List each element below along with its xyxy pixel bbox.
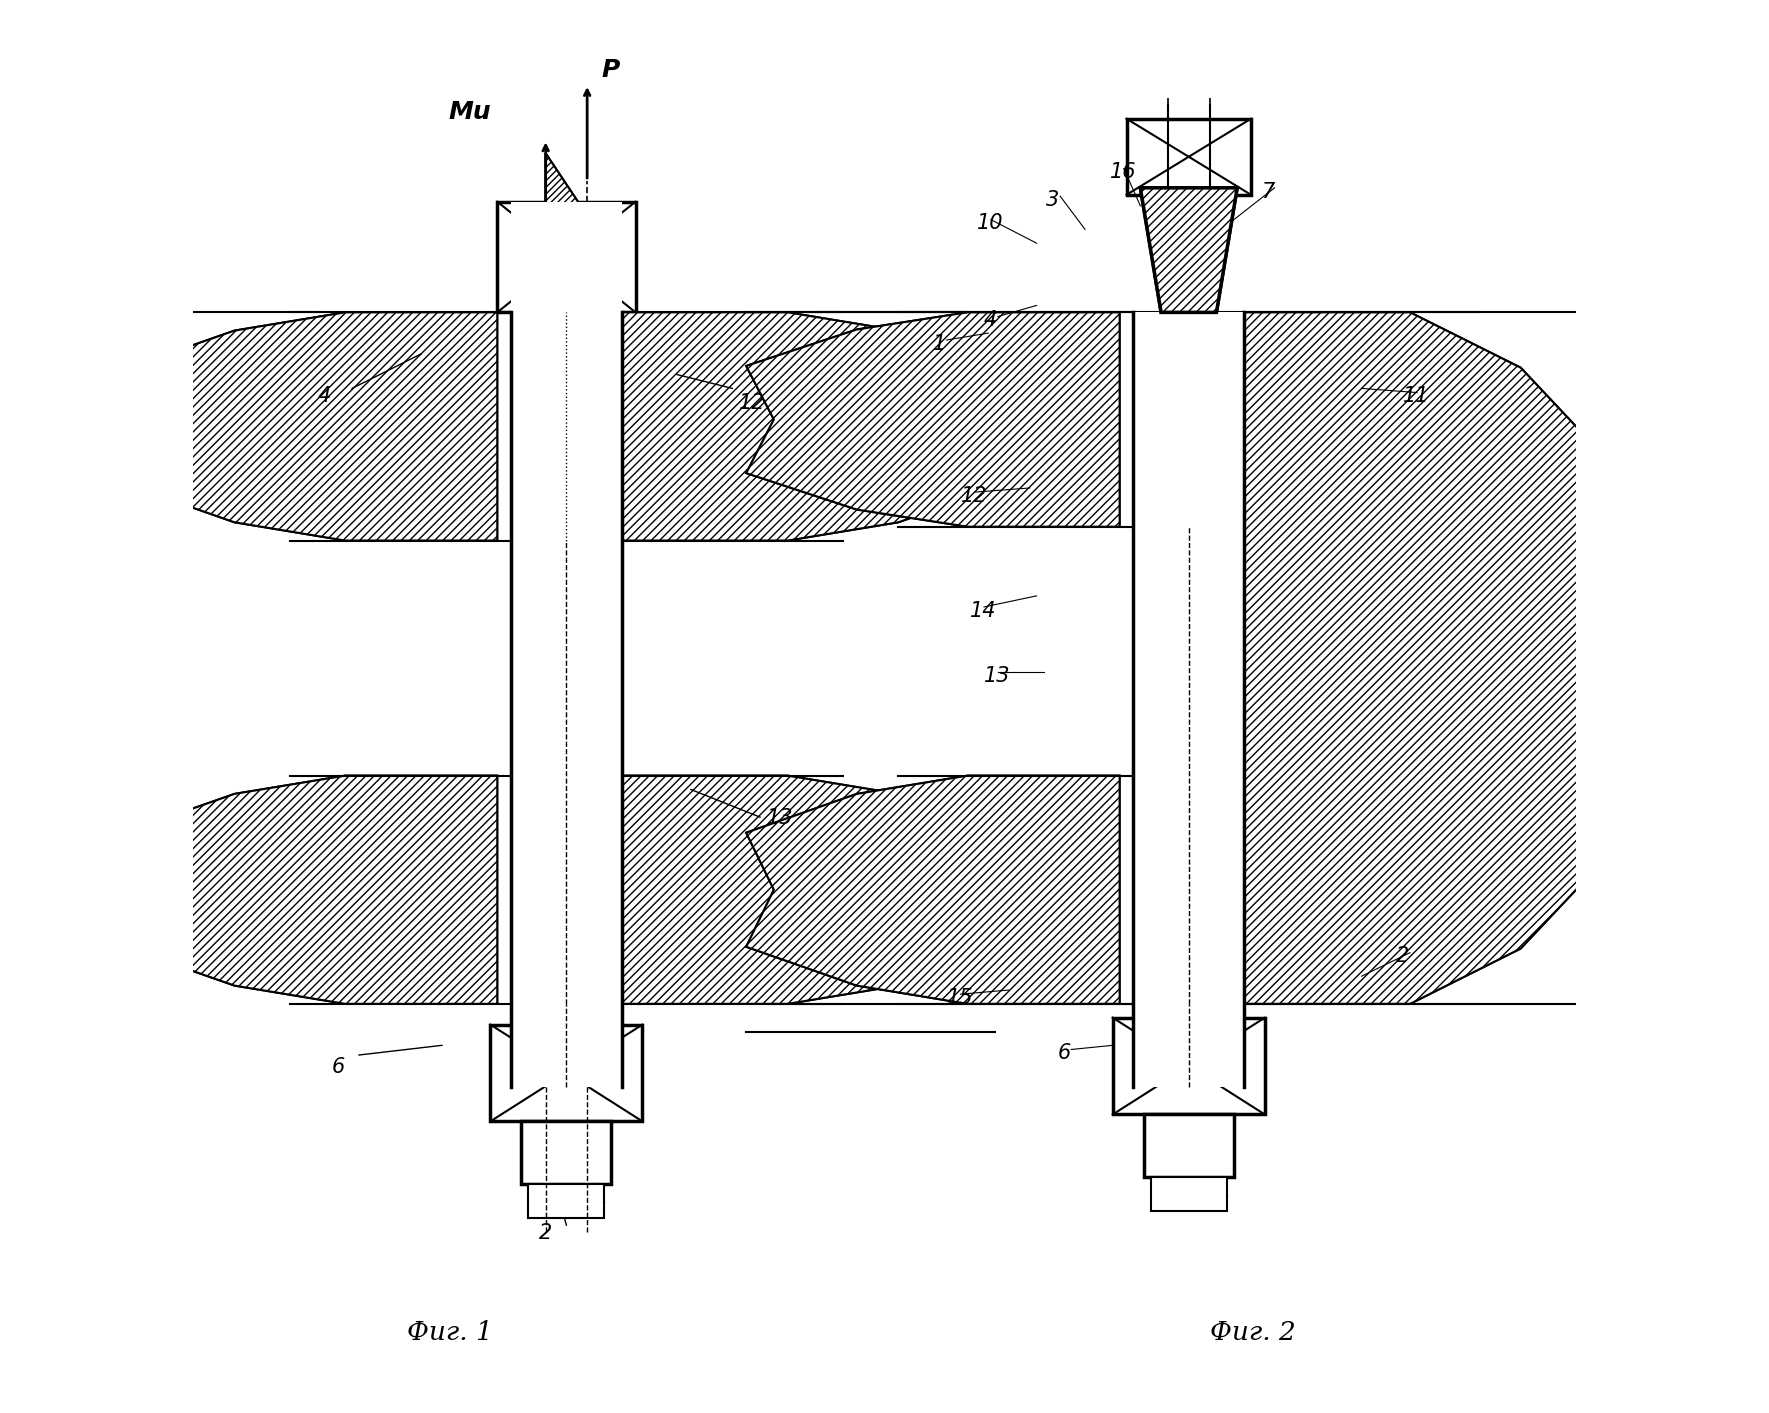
Text: Фиг. 1: Фиг. 1 — [407, 1320, 494, 1345]
Text: Фиг. 2: Фиг. 2 — [1210, 1320, 1295, 1345]
Text: 11: 11 — [1403, 386, 1429, 407]
Text: 13: 13 — [984, 666, 1010, 685]
Text: P: P — [601, 58, 619, 82]
Polygon shape — [124, 312, 497, 541]
Polygon shape — [124, 312, 497, 541]
Text: 13: 13 — [768, 808, 794, 828]
Text: 14: 14 — [969, 601, 996, 620]
Polygon shape — [621, 312, 1008, 541]
Polygon shape — [1244, 312, 1631, 1003]
Polygon shape — [621, 776, 1008, 1003]
Text: 10: 10 — [976, 213, 1003, 233]
Polygon shape — [1141, 188, 1237, 312]
Bar — [1145, 1115, 1233, 1177]
Bar — [529, 1184, 605, 1218]
Polygon shape — [747, 312, 1120, 527]
Polygon shape — [1113, 1017, 1265, 1115]
Polygon shape — [1127, 119, 1251, 195]
Text: 2: 2 — [540, 1224, 552, 1243]
Text: Mu: Mu — [449, 100, 492, 124]
Polygon shape — [621, 776, 1008, 1003]
Polygon shape — [545, 153, 587, 216]
Text: 2: 2 — [1396, 947, 1410, 966]
Bar — [522, 1122, 612, 1184]
Polygon shape — [747, 312, 1120, 527]
Text: 6: 6 — [331, 1057, 345, 1077]
Text: 12: 12 — [739, 393, 766, 413]
Text: 15: 15 — [946, 988, 973, 1007]
Bar — [511, 202, 621, 1087]
Polygon shape — [621, 312, 1008, 541]
Polygon shape — [747, 776, 1120, 1003]
Polygon shape — [1244, 312, 1631, 1003]
Polygon shape — [124, 776, 497, 1003]
Text: 3: 3 — [1045, 189, 1060, 211]
Polygon shape — [490, 1024, 642, 1122]
Text: 4: 4 — [317, 386, 331, 407]
Text: 1: 1 — [932, 333, 946, 353]
Polygon shape — [1141, 188, 1237, 312]
Bar — [1150, 1177, 1226, 1211]
Text: 16: 16 — [1109, 162, 1136, 182]
Text: 7: 7 — [1261, 181, 1274, 202]
Polygon shape — [497, 202, 635, 312]
Polygon shape — [545, 153, 587, 216]
Text: 12: 12 — [961, 486, 987, 506]
Text: 4: 4 — [984, 311, 998, 331]
Text: 6: 6 — [1058, 1043, 1070, 1063]
Bar — [1134, 312, 1244, 1087]
Polygon shape — [124, 776, 497, 1003]
Polygon shape — [747, 776, 1120, 1003]
